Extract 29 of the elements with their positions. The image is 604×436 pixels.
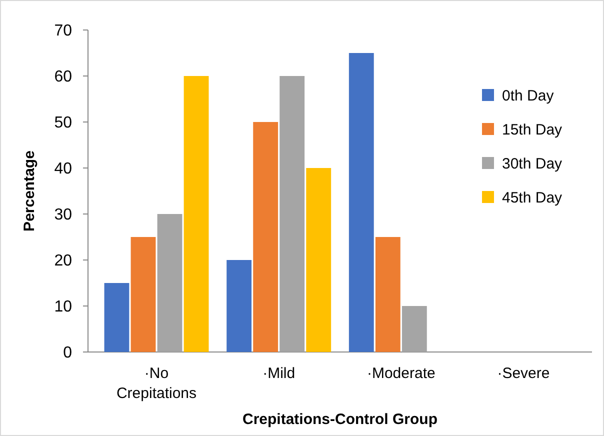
y-tick-label: 20	[54, 252, 72, 270]
x-tick-label: ·Mild	[262, 365, 296, 382]
legend-label: 15th Day	[502, 121, 563, 138]
bar	[184, 76, 209, 352]
y-tick-label: 0	[63, 344, 72, 362]
bar	[375, 237, 400, 352]
bar	[348, 53, 374, 352]
legend-label: 30th Day	[502, 155, 563, 172]
bar	[157, 214, 182, 352]
y-tick-label: 50	[54, 114, 72, 132]
bar	[306, 168, 332, 352]
bar	[280, 76, 305, 352]
y-tick-label: 30	[54, 206, 72, 224]
y-tick-label: 60	[54, 68, 72, 86]
y-tick-label: 40	[54, 160, 72, 178]
bar	[104, 283, 130, 352]
y-tick-label: 70	[54, 22, 72, 40]
x-tick-label: ·No Crepitations	[116, 365, 197, 402]
bar	[130, 237, 156, 352]
x-tick-label: ·Moderate	[366, 365, 436, 382]
bar	[253, 122, 278, 352]
bar	[226, 260, 252, 352]
bar	[402, 306, 427, 352]
x-tick-label: ·Severe	[497, 365, 550, 382]
legend-label: 45th Day	[502, 189, 563, 206]
x-axis-title: Crepitations-Control Group	[242, 411, 438, 428]
y-tick-label: 10	[54, 298, 72, 316]
legend-label: 0th Day	[502, 87, 554, 104]
y-axis-title: Percentage	[21, 150, 38, 232]
